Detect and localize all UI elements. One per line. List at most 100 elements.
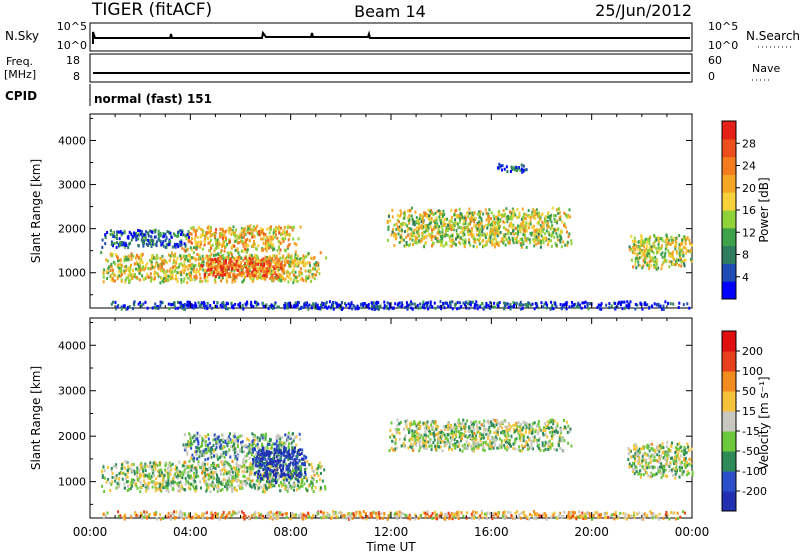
power-cell	[689, 242, 691, 246]
velocity-cell	[156, 469, 159, 473]
velocity-cell	[194, 489, 197, 493]
power-cell	[545, 306, 548, 310]
velocity-cell	[143, 465, 146, 469]
velocity-cell	[270, 477, 273, 480]
power-cell	[508, 223, 511, 227]
power-cell	[205, 262, 208, 265]
velocity-cell	[280, 481, 282, 484]
power-cell	[264, 242, 267, 246]
power-cell	[216, 264, 219, 268]
power-cell	[600, 307, 603, 311]
power-cell	[655, 262, 658, 266]
power-cell	[484, 236, 487, 240]
power-cell	[493, 217, 496, 221]
velocity-cell	[233, 467, 236, 471]
power-cell	[468, 207, 471, 211]
power-cell	[467, 215, 470, 219]
power-cell	[180, 239, 183, 243]
velocity-cell	[123, 482, 126, 486]
power-cell	[221, 264, 224, 268]
power-cell	[497, 212, 500, 216]
velocity-cell	[158, 485, 161, 489]
power-cell	[231, 230, 234, 234]
power-cell	[143, 239, 145, 242]
power-cell	[489, 226, 492, 230]
power-cell	[262, 259, 264, 263]
power-cell	[270, 259, 273, 263]
power-cell	[279, 241, 282, 245]
nsky-trace	[92, 30, 690, 44]
power-cell	[218, 264, 221, 268]
power-cell	[283, 269, 285, 273]
power-cell	[110, 262, 113, 266]
velocity-cell	[138, 475, 141, 478]
power-cell	[544, 232, 547, 236]
velocity-cell	[210, 471, 213, 475]
power-cell	[246, 269, 249, 273]
velocity-cell	[213, 487, 215, 491]
power-cell	[674, 246, 677, 249]
power-cell	[493, 301, 496, 305]
power-cell	[246, 243, 249, 246]
power-cell	[398, 215, 401, 219]
power-cell	[637, 240, 640, 244]
power-cell	[475, 245, 478, 249]
power-cell	[626, 300, 629, 304]
power-cell	[481, 230, 484, 233]
velocity-cell	[264, 438, 267, 442]
velocity-cell	[298, 486, 301, 490]
nsky-label: N.Sky	[5, 29, 39, 43]
power-cell	[436, 239, 439, 243]
power-cell	[200, 227, 203, 231]
power-cell	[288, 272, 291, 276]
power-cell	[142, 236, 145, 240]
power-cell	[196, 236, 199, 239]
velocity-cell	[221, 463, 224, 466]
velocity-cell	[299, 464, 302, 468]
power-cell	[357, 306, 360, 310]
power-cell	[258, 272, 261, 276]
power-cell	[225, 278, 228, 281]
power-cell	[204, 274, 206, 277]
power-cell	[484, 208, 487, 212]
power-cell	[302, 278, 305, 282]
power-cell	[255, 228, 258, 232]
power-cell	[438, 239, 441, 243]
velocity-cell	[278, 474, 281, 478]
velocity-cell	[222, 438, 225, 442]
velocity-cell	[145, 487, 148, 491]
power-cell	[471, 218, 474, 222]
power-cell	[683, 246, 686, 250]
velocity-cell	[280, 454, 283, 458]
freq-label-line1: Freq.	[6, 55, 33, 68]
velocity-cell	[226, 444, 229, 448]
power-cell	[136, 234, 139, 238]
power-cell	[254, 274, 257, 278]
power-colorbar-tick-label: 28	[742, 137, 756, 150]
power-cell	[269, 237, 272, 241]
power-cell	[250, 232, 253, 236]
power-cell	[225, 259, 227, 262]
power-cell	[128, 305, 131, 309]
power-cell	[106, 231, 109, 234]
power-cell	[673, 263, 676, 267]
power-cell	[421, 232, 424, 236]
velocity-cell	[249, 484, 252, 488]
power-cell	[295, 303, 298, 307]
velocity-cell	[288, 436, 291, 440]
velocity-cell	[156, 487, 159, 491]
power-cell	[231, 229, 234, 233]
power-cell	[672, 302, 675, 306]
power-cell	[241, 241, 244, 245]
power-cell	[186, 233, 189, 237]
power-cell	[399, 213, 402, 217]
power-cell	[475, 303, 478, 307]
power-cell	[138, 278, 141, 282]
power-cell	[398, 225, 401, 229]
power-cell	[200, 264, 203, 268]
power-cell	[223, 230, 226, 234]
power-cell	[233, 233, 236, 237]
power-cell	[118, 241, 121, 245]
power-cell	[132, 254, 135, 258]
